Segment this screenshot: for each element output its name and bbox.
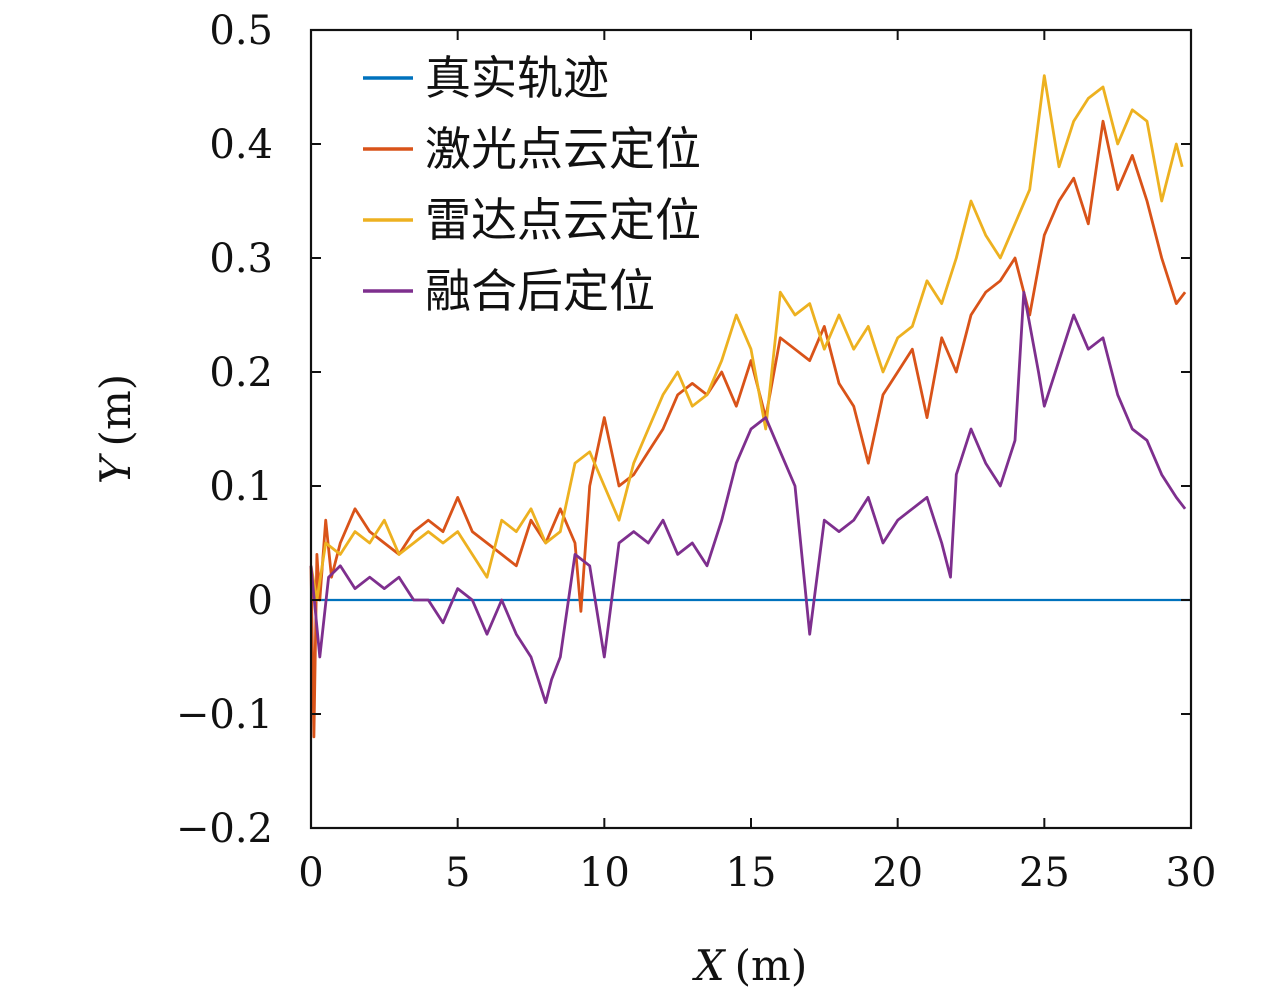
x-tick-label: 10 bbox=[579, 850, 630, 896]
y-tick-label: 0.3 bbox=[209, 236, 273, 282]
y-tick-label: 0.4 bbox=[209, 122, 273, 168]
legend-label-0: 真实轨迹 bbox=[425, 51, 609, 105]
series-layer bbox=[309, 74, 1191, 739]
x-tick-label: 25 bbox=[1019, 850, 1070, 896]
y-tick-label: 0 bbox=[248, 578, 273, 624]
x-tick-label: 5 bbox=[445, 850, 470, 896]
series-line-2 bbox=[309, 74, 1184, 602]
y-tick-label: 0.5 bbox=[209, 8, 273, 54]
legend-label-3: 融合后定位 bbox=[425, 264, 655, 318]
x-axis-label-unit: (m) bbox=[735, 941, 808, 990]
legend-label-2: 雷达点云定位 bbox=[425, 193, 701, 247]
y-tick-label: 0.1 bbox=[209, 464, 273, 510]
x-tick-label: 0 bbox=[298, 850, 323, 896]
series-line-1 bbox=[309, 119, 1187, 739]
x-axis-label: X (m) bbox=[692, 941, 808, 990]
x-tick-label: 15 bbox=[726, 850, 777, 896]
ticks-layer: 0 5 10 15 20 25 30 −0.2 −0.1 0 0.1 0.2 0.3 0.4 0.5 bbox=[176, 8, 1217, 896]
y-axis-label: Y (m) bbox=[91, 374, 140, 484]
x-axis-label-var: X bbox=[692, 941, 727, 990]
y-axis-label-var: Y bbox=[91, 452, 140, 484]
y-tick-label: −0.2 bbox=[176, 806, 273, 852]
x-tick-label: 30 bbox=[1166, 850, 1217, 896]
y-tick-label: −0.1 bbox=[176, 692, 273, 738]
x-tick-label: 20 bbox=[872, 850, 923, 896]
series-line-3 bbox=[309, 290, 1187, 704]
y-axis-label-unit: (m) bbox=[91, 374, 140, 447]
y-tick-label: 0.2 bbox=[209, 350, 273, 396]
legend-label-1: 激光点云定位 bbox=[425, 122, 701, 176]
